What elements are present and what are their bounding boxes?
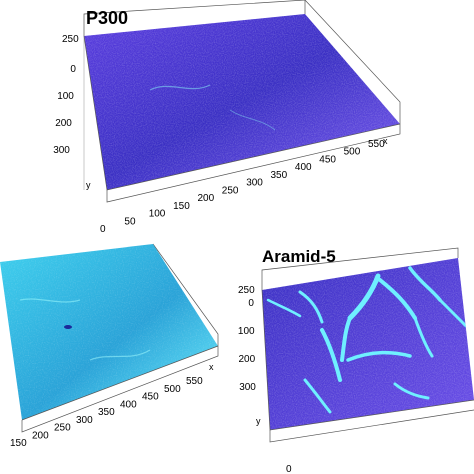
cyan-x-tick: 150 — [10, 438, 27, 449]
aramid-fibre — [393, 382, 430, 400]
p300-y-axis-letter: y — [86, 180, 91, 190]
cyan-feature — [64, 325, 72, 329]
aramid-fibre — [346, 350, 412, 362]
p300-base-frame — [106, 124, 401, 203]
aramid-fibre — [266, 298, 302, 318]
cyan-x-tick: 350 — [98, 407, 115, 418]
cyan-side-frame — [152, 243, 219, 346]
aramid-y-tick: 0 — [248, 298, 254, 309]
cyan-x-tick: 300 — [76, 415, 93, 426]
p300-feature — [229, 109, 276, 131]
aramid-fibres — [266, 266, 468, 414]
p300-side-frame — [304, 0, 401, 124]
aramid-base-frame — [269, 409, 474, 443]
p300-x-tick: 250 — [222, 185, 239, 196]
cyan-base-frame — [21, 346, 219, 433]
panel-aramid: Aramid-5 250 0 100 200 300 y 0 — [238, 247, 474, 474]
p300-x-axis-letter: x — [383, 136, 388, 146]
p300-x-tick: 450 — [319, 155, 336, 166]
cyan-front-frame — [21, 345, 219, 421]
cyan-feature — [89, 349, 151, 361]
cyan-feature — [19, 298, 81, 303]
p300-y-ticks: 0 100 200 300 — [53, 64, 76, 156]
p300-y-tick: 0 — [70, 64, 76, 75]
aramid-x-tick: 0 — [286, 464, 292, 474]
aramid-back-frame — [261, 247, 459, 290]
panel-p300: P300 250 0 100 200 300 y 0 50 100 150 200 250 300… — [53, 0, 401, 235]
p300-x-tick: 350 — [271, 170, 288, 181]
aramid-fibre — [298, 290, 324, 324]
p300-x-tick: 0 — [100, 224, 106, 235]
aramid-fibre — [303, 378, 332, 414]
aramid-y-axis-letter: y — [256, 416, 261, 426]
aramid-y-tick: 300 — [239, 382, 256, 393]
p300-title: P300 — [86, 8, 128, 28]
aramid-fibre — [413, 316, 434, 358]
p300-x-tick: 200 — [198, 193, 215, 204]
cyan-x-tick: 450 — [142, 392, 159, 403]
aramid-y-tick: 100 — [238, 326, 255, 337]
p300-y-tick: 300 — [53, 145, 70, 156]
p300-z-tick: 250 — [62, 34, 79, 45]
cyan-x-axis-letter: x — [209, 362, 214, 372]
p300-x-tick: 150 — [173, 201, 190, 212]
cyan-x-ticks: 150 200 250 300 350 400 450 500 550 — [10, 376, 203, 449]
p300-x-ticks: 0 50 100 150 200 250 300 350 400 450 500 550 — [100, 139, 385, 235]
p300-x-tick: 100 — [149, 209, 166, 220]
aramid-fibre — [340, 316, 352, 362]
aramid-title: Aramid-5 — [262, 247, 336, 266]
p300-texture — [84, 14, 400, 190]
p300-y-tick: 100 — [57, 91, 74, 102]
cyan-x-tick: 250 — [54, 423, 71, 434]
aramid-fibre — [438, 298, 468, 328]
aramid-fibre — [320, 328, 342, 382]
cyan-x-tick: 200 — [32, 430, 49, 441]
panel-cyan: 150 200 250 300 350 400 450 500 550 x — [0, 243, 219, 449]
p300-x-tick: 300 — [246, 178, 263, 189]
aramid-y-tick: 200 — [239, 354, 256, 365]
p300-y-tick: 200 — [55, 118, 72, 129]
aramid-fibre — [347, 273, 381, 321]
aramid-fibre — [378, 278, 417, 320]
p300-x-tick: 550 — [368, 139, 385, 150]
aramid-fibre — [408, 266, 442, 302]
p300-x-tick: 500 — [344, 147, 361, 158]
p300-x-tick: 400 — [295, 162, 312, 173]
aramid-texture — [262, 258, 474, 430]
cyan-x-tick: 400 — [120, 399, 137, 410]
aramid-y-ticks: 0 100 200 300 — [238, 298, 256, 393]
p300-back-frame — [83, 0, 306, 36]
cyan-x-tick: 500 — [164, 384, 181, 395]
p300-x-tick: 50 — [124, 216, 136, 227]
aramid-z-tick: 250 — [238, 285, 255, 296]
cyan-x-tick: 550 — [186, 376, 203, 387]
p300-feature — [149, 84, 211, 91]
